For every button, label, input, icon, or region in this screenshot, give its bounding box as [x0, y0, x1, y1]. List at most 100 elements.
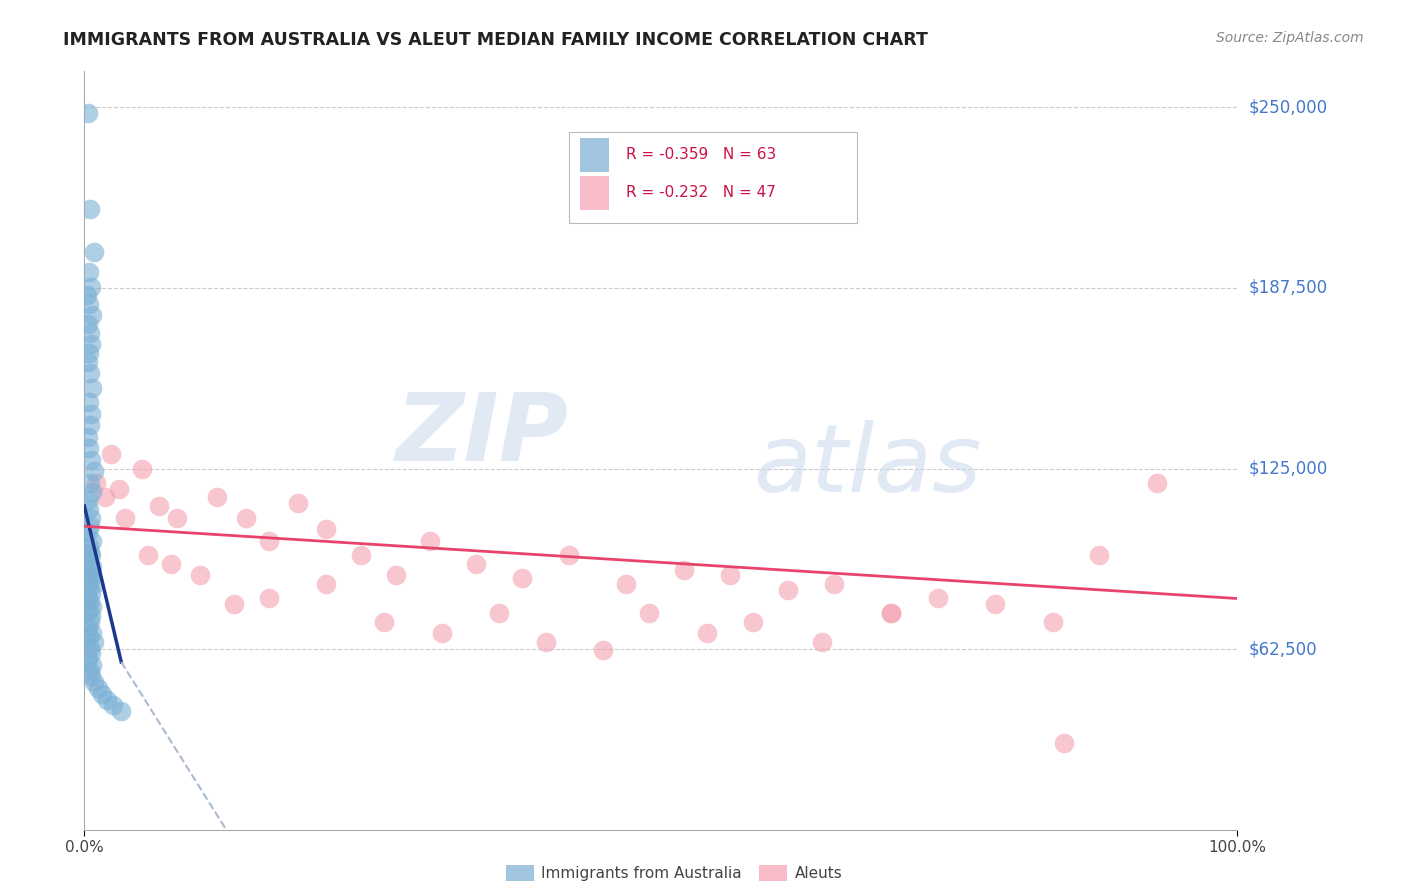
Point — [257, 591, 280, 606]
Point — [79, 664, 101, 678]
Point — [77, 540, 100, 554]
Point — [166, 510, 188, 524]
Point — [614, 577, 637, 591]
Point — [83, 464, 105, 478]
Point — [80, 548, 103, 562]
Point — [80, 279, 103, 293]
Point — [82, 626, 104, 640]
Point — [80, 669, 103, 683]
Point — [224, 597, 246, 611]
Point — [1146, 475, 1168, 490]
Point — [83, 635, 105, 649]
Text: IMMIGRANTS FROM AUSTRALIA VS ALEUT MEDIAN FAMILY INCOME CORRELATION CHART: IMMIGRANTS FROM AUSTRALIA VS ALEUT MEDIA… — [63, 31, 928, 49]
Point — [77, 346, 100, 360]
Point — [77, 265, 100, 279]
Point — [83, 675, 105, 690]
Point — [718, 568, 741, 582]
Point — [96, 692, 118, 706]
Point — [83, 577, 105, 591]
Point — [80, 646, 103, 660]
Text: Aleuts: Aleuts — [794, 866, 842, 880]
Point — [811, 635, 834, 649]
Point — [80, 337, 103, 351]
Point — [82, 533, 104, 548]
Point — [80, 453, 103, 467]
Point — [77, 563, 100, 577]
Point — [1088, 548, 1111, 562]
Point — [188, 568, 211, 582]
Point — [592, 643, 614, 657]
Point — [80, 510, 103, 524]
Point — [79, 545, 101, 559]
Point — [76, 652, 98, 666]
Point — [534, 635, 557, 649]
Point — [110, 704, 132, 718]
Point — [1042, 615, 1064, 629]
Point — [77, 502, 100, 516]
Point — [82, 309, 104, 323]
Point — [82, 381, 104, 395]
Point — [82, 657, 104, 672]
Point — [373, 615, 395, 629]
Point — [77, 580, 100, 594]
Text: ZIP: ZIP — [395, 389, 568, 482]
Text: Immigrants from Australia: Immigrants from Australia — [541, 866, 742, 880]
Point — [108, 482, 131, 496]
Text: R = -0.359   N = 63: R = -0.359 N = 63 — [626, 147, 776, 162]
Point — [77, 442, 100, 456]
Point — [927, 591, 949, 606]
Point — [79, 418, 101, 433]
Point — [77, 395, 100, 409]
Point — [100, 447, 122, 461]
Point — [103, 698, 124, 713]
Point — [638, 606, 661, 620]
Point — [76, 524, 98, 539]
Point — [1053, 736, 1076, 750]
Point — [79, 640, 101, 655]
Point — [80, 585, 103, 599]
Point — [880, 606, 903, 620]
Point — [984, 597, 1007, 611]
Point — [315, 522, 337, 536]
Point — [79, 568, 101, 582]
Point — [160, 557, 183, 571]
Point — [488, 606, 510, 620]
Point — [672, 563, 695, 577]
Point — [79, 202, 101, 216]
Point — [287, 496, 309, 510]
Point — [148, 499, 170, 513]
Point — [557, 548, 579, 562]
Point — [82, 484, 104, 499]
Bar — [581, 137, 609, 172]
Point — [696, 626, 718, 640]
Point — [880, 606, 903, 620]
Point — [82, 600, 104, 615]
FancyBboxPatch shape — [568, 132, 856, 223]
Point — [257, 533, 280, 548]
Point — [84, 475, 107, 490]
Point — [79, 326, 101, 340]
Point — [76, 106, 98, 120]
Text: atlas: atlas — [754, 420, 981, 511]
Point — [131, 461, 153, 475]
Point — [76, 430, 98, 444]
Point — [77, 603, 100, 617]
Point — [90, 687, 112, 701]
Point — [87, 681, 110, 695]
Point — [776, 582, 799, 597]
Point — [76, 354, 98, 368]
Point — [94, 491, 117, 505]
Text: R = -0.232   N = 47: R = -0.232 N = 47 — [626, 186, 776, 200]
Point — [77, 297, 100, 311]
Point — [79, 366, 101, 380]
Point — [136, 548, 159, 562]
Point — [350, 548, 373, 562]
Point — [80, 608, 103, 623]
Point — [315, 577, 337, 591]
Point — [79, 519, 101, 533]
Point — [205, 491, 228, 505]
Point — [77, 629, 100, 643]
Point — [430, 626, 453, 640]
Point — [465, 557, 488, 571]
Point — [76, 317, 98, 331]
